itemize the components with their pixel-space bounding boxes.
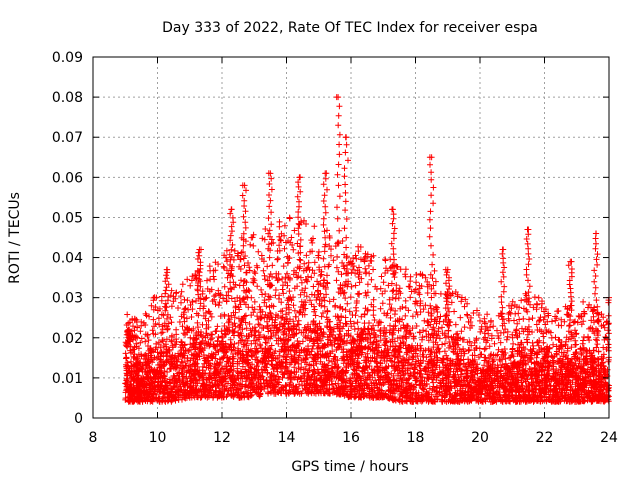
x-tick-label: 22 bbox=[536, 430, 554, 446]
peak-point bbox=[322, 170, 329, 177]
peak-point bbox=[296, 174, 303, 181]
y-tick-label: 0.05 bbox=[52, 210, 83, 226]
x-tick-label: 8 bbox=[89, 430, 98, 446]
peak-point bbox=[228, 206, 235, 213]
y-tick-label: 0.03 bbox=[52, 291, 83, 307]
y-tick-label: 0 bbox=[74, 411, 83, 427]
x-tick-label: 10 bbox=[149, 430, 167, 446]
chart-title: Day 333 of 2022, Rate Of TEC Index for r… bbox=[162, 20, 538, 36]
peak-point bbox=[196, 246, 203, 253]
data-points bbox=[122, 94, 612, 405]
peak-point bbox=[343, 134, 350, 141]
y-tick-label: 0.02 bbox=[52, 331, 83, 347]
peak-point bbox=[335, 94, 342, 101]
peak-point bbox=[593, 230, 600, 237]
peak-point bbox=[267, 170, 274, 177]
peak-point bbox=[499, 246, 506, 253]
peak-point bbox=[164, 266, 171, 273]
y-tick-label: 0.01 bbox=[52, 371, 83, 387]
scatter-markers bbox=[122, 94, 612, 405]
peak-point bbox=[525, 226, 532, 233]
y-tick-label: 0.04 bbox=[52, 251, 83, 267]
x-tick-label: 14 bbox=[278, 430, 296, 446]
x-tick-label: 20 bbox=[471, 430, 489, 446]
peak-point bbox=[241, 182, 248, 189]
peak-point bbox=[428, 154, 435, 161]
y-tick-label: 0.07 bbox=[52, 130, 83, 146]
y-tick-label: 0.08 bbox=[52, 90, 83, 106]
x-tick-label: 16 bbox=[342, 430, 360, 446]
x-tick-label: 18 bbox=[407, 430, 425, 446]
x-tick-label: 24 bbox=[600, 430, 618, 446]
y-tick-label: 0.06 bbox=[52, 170, 83, 186]
peak-point bbox=[567, 258, 574, 265]
peak-point bbox=[125, 326, 132, 333]
x-axis-title: GPS time / hours bbox=[291, 459, 408, 475]
x-tick-label: 12 bbox=[213, 430, 231, 446]
y-tick-label: 0.09 bbox=[52, 50, 83, 66]
y-axis-title: ROTI / TECUs bbox=[7, 192, 23, 284]
peak-point bbox=[444, 266, 451, 273]
peak-point bbox=[389, 206, 396, 213]
axis-ticks: 8 10 12 14 16 18 20 22 24 0 0.01 0.02 0.03 0.04 0.05 0.… bbox=[52, 50, 618, 446]
